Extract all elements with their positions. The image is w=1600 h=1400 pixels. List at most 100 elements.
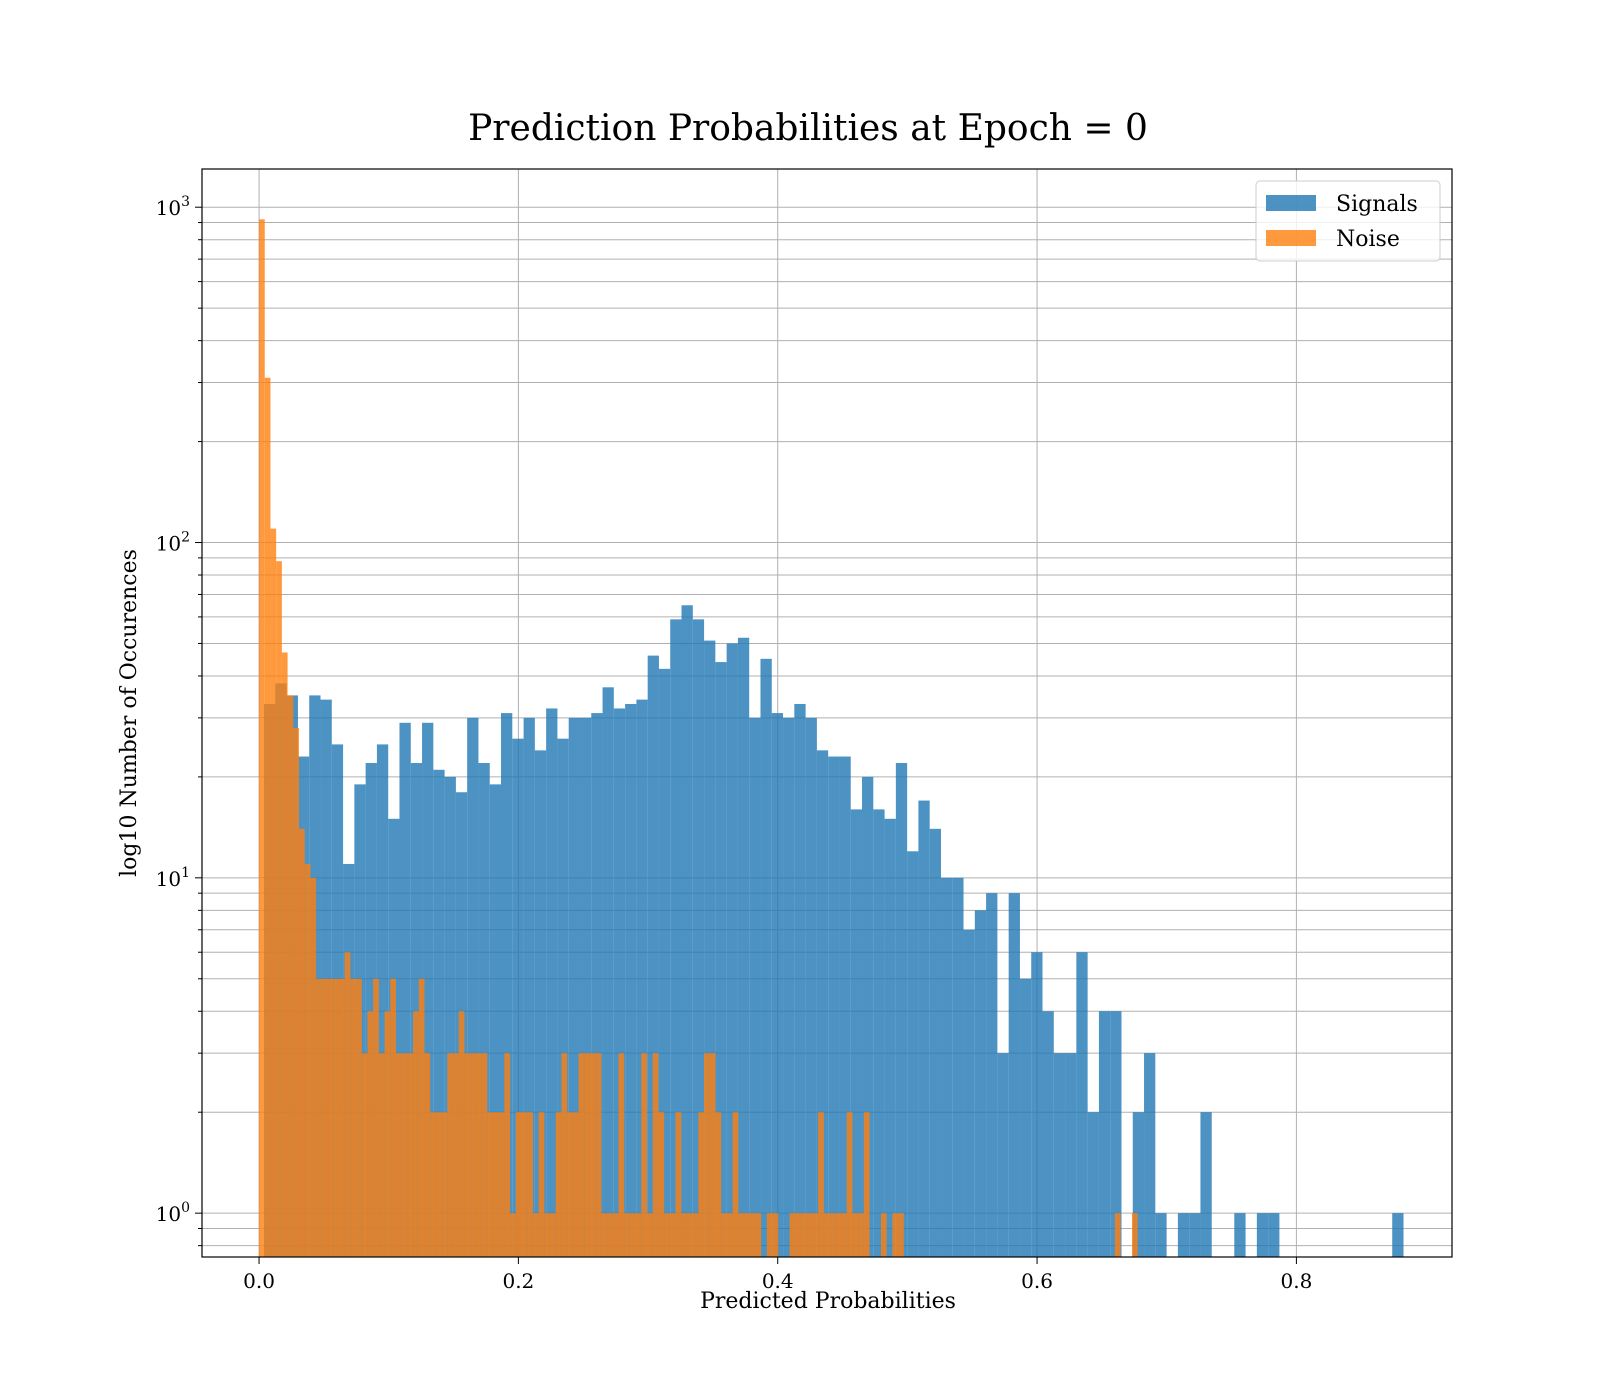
signals-bar <box>1200 1112 1212 1257</box>
x-tick-label: 0.6 <box>1021 1269 1053 1293</box>
noise-bar <box>738 1213 745 1257</box>
noise-bar <box>527 1112 533 1257</box>
signals-bar <box>952 877 964 1257</box>
signals-bar <box>625 703 637 1257</box>
signals-bar <box>467 717 479 1257</box>
noise-bar <box>515 1112 522 1257</box>
noise-bar <box>635 1213 642 1257</box>
noise-bar <box>669 1213 676 1257</box>
signals-bar <box>1019 978 1032 1257</box>
legend-label-signals: Signals <box>1336 192 1418 217</box>
noise-bar <box>264 377 271 1257</box>
noise-bar <box>704 1053 710 1257</box>
signals-bar <box>1177 1213 1190 1257</box>
signals-bar <box>1098 1011 1111 1257</box>
signals-bar <box>1087 1112 1099 1257</box>
signals-bar <box>816 750 829 1257</box>
noise-bar <box>721 1213 727 1257</box>
signals-bar <box>501 713 513 1257</box>
signals-bar <box>749 717 761 1257</box>
noise-bar <box>584 1053 590 1257</box>
noise-bar <box>812 1213 819 1257</box>
noise-bar <box>652 1053 659 1257</box>
signals-bar <box>704 640 716 1257</box>
noise-bar <box>749 1213 756 1257</box>
signals-bar <box>839 756 851 1257</box>
noise-bar <box>521 1112 528 1257</box>
noise-bar <box>544 1213 551 1257</box>
noise-bar <box>681 1213 687 1257</box>
noise-bar <box>538 1112 545 1257</box>
signals-bar <box>444 776 456 1257</box>
signals-bar <box>828 756 840 1257</box>
noise-bar <box>601 1213 608 1257</box>
noise-bar <box>589 1053 596 1257</box>
noise-bar <box>550 1213 556 1257</box>
noise-bar <box>390 978 396 1257</box>
noise-bar <box>298 828 305 1257</box>
signals-bar <box>579 717 592 1257</box>
noise-bar <box>276 561 282 1257</box>
noise-bar <box>418 978 425 1257</box>
noise-bar <box>395 1053 402 1257</box>
noise-bar <box>401 1053 408 1257</box>
legend-swatch-noise <box>1266 230 1316 246</box>
noise-bar <box>629 1213 636 1257</box>
signals-bar <box>670 619 682 1257</box>
noise-bar <box>664 1213 670 1257</box>
signals-bar <box>489 784 502 1257</box>
noise-bar <box>715 1112 722 1257</box>
signals-bar <box>365 763 377 1257</box>
signals-bar <box>760 658 772 1257</box>
noise-bar <box>789 1213 796 1257</box>
y-axis-label: log10 Number of Occurences <box>117 549 142 877</box>
x-axis-label: Predicted Probabilities <box>700 1289 956 1314</box>
signals-bar <box>534 750 547 1257</box>
signals-bar <box>636 699 648 1257</box>
noise-bar <box>532 1213 539 1257</box>
signals-bar <box>399 722 411 1257</box>
histogram-bars <box>259 219 1404 1258</box>
noise-bar <box>618 1053 625 1257</box>
signals-bar <box>1392 1213 1404 1257</box>
noise-bar <box>852 1213 859 1257</box>
signals-bar <box>557 738 569 1257</box>
y-tick-label: 102 <box>156 530 190 556</box>
noise-bar <box>407 1053 414 1257</box>
signals-bar <box>512 738 524 1257</box>
noise-bar <box>281 652 288 1257</box>
noise-bar <box>612 1213 619 1257</box>
noise-bar <box>304 863 311 1257</box>
noise-bar <box>835 1213 842 1257</box>
noise-bar <box>829 1213 836 1257</box>
noise-bar <box>435 1112 442 1257</box>
signals-bar <box>737 637 750 1257</box>
signals-bar <box>681 605 693 1257</box>
noise-bar <box>510 1213 516 1257</box>
signals-bar <box>523 717 535 1257</box>
noise-bar <box>898 1213 904 1257</box>
noise-bar <box>384 1011 391 1257</box>
noise-bar <box>287 695 294 1257</box>
noise-bar <box>795 1213 802 1257</box>
noise-bar <box>641 1053 648 1257</box>
signals-bar <box>940 877 953 1257</box>
noise-bar <box>578 1053 585 1257</box>
noise-bar <box>863 1112 870 1257</box>
signals-bar <box>715 662 727 1257</box>
y-tick-label: 103 <box>156 194 190 220</box>
signals-bar <box>692 619 705 1257</box>
noise-bar <box>841 1213 847 1257</box>
noise-bar <box>413 1011 419 1257</box>
signals-bar <box>929 828 941 1257</box>
noise-bar <box>373 978 379 1257</box>
noise-bar <box>572 1112 579 1257</box>
noise-bar <box>475 1053 482 1257</box>
noise-bar <box>806 1213 813 1257</box>
legend: Signals Noise <box>1255 180 1441 262</box>
signals-bar <box>478 763 490 1257</box>
signals-bar <box>658 668 671 1257</box>
y-tick-label: 101 <box>156 865 190 891</box>
signals-bar <box>320 699 332 1257</box>
noise-bar <box>447 1053 454 1257</box>
